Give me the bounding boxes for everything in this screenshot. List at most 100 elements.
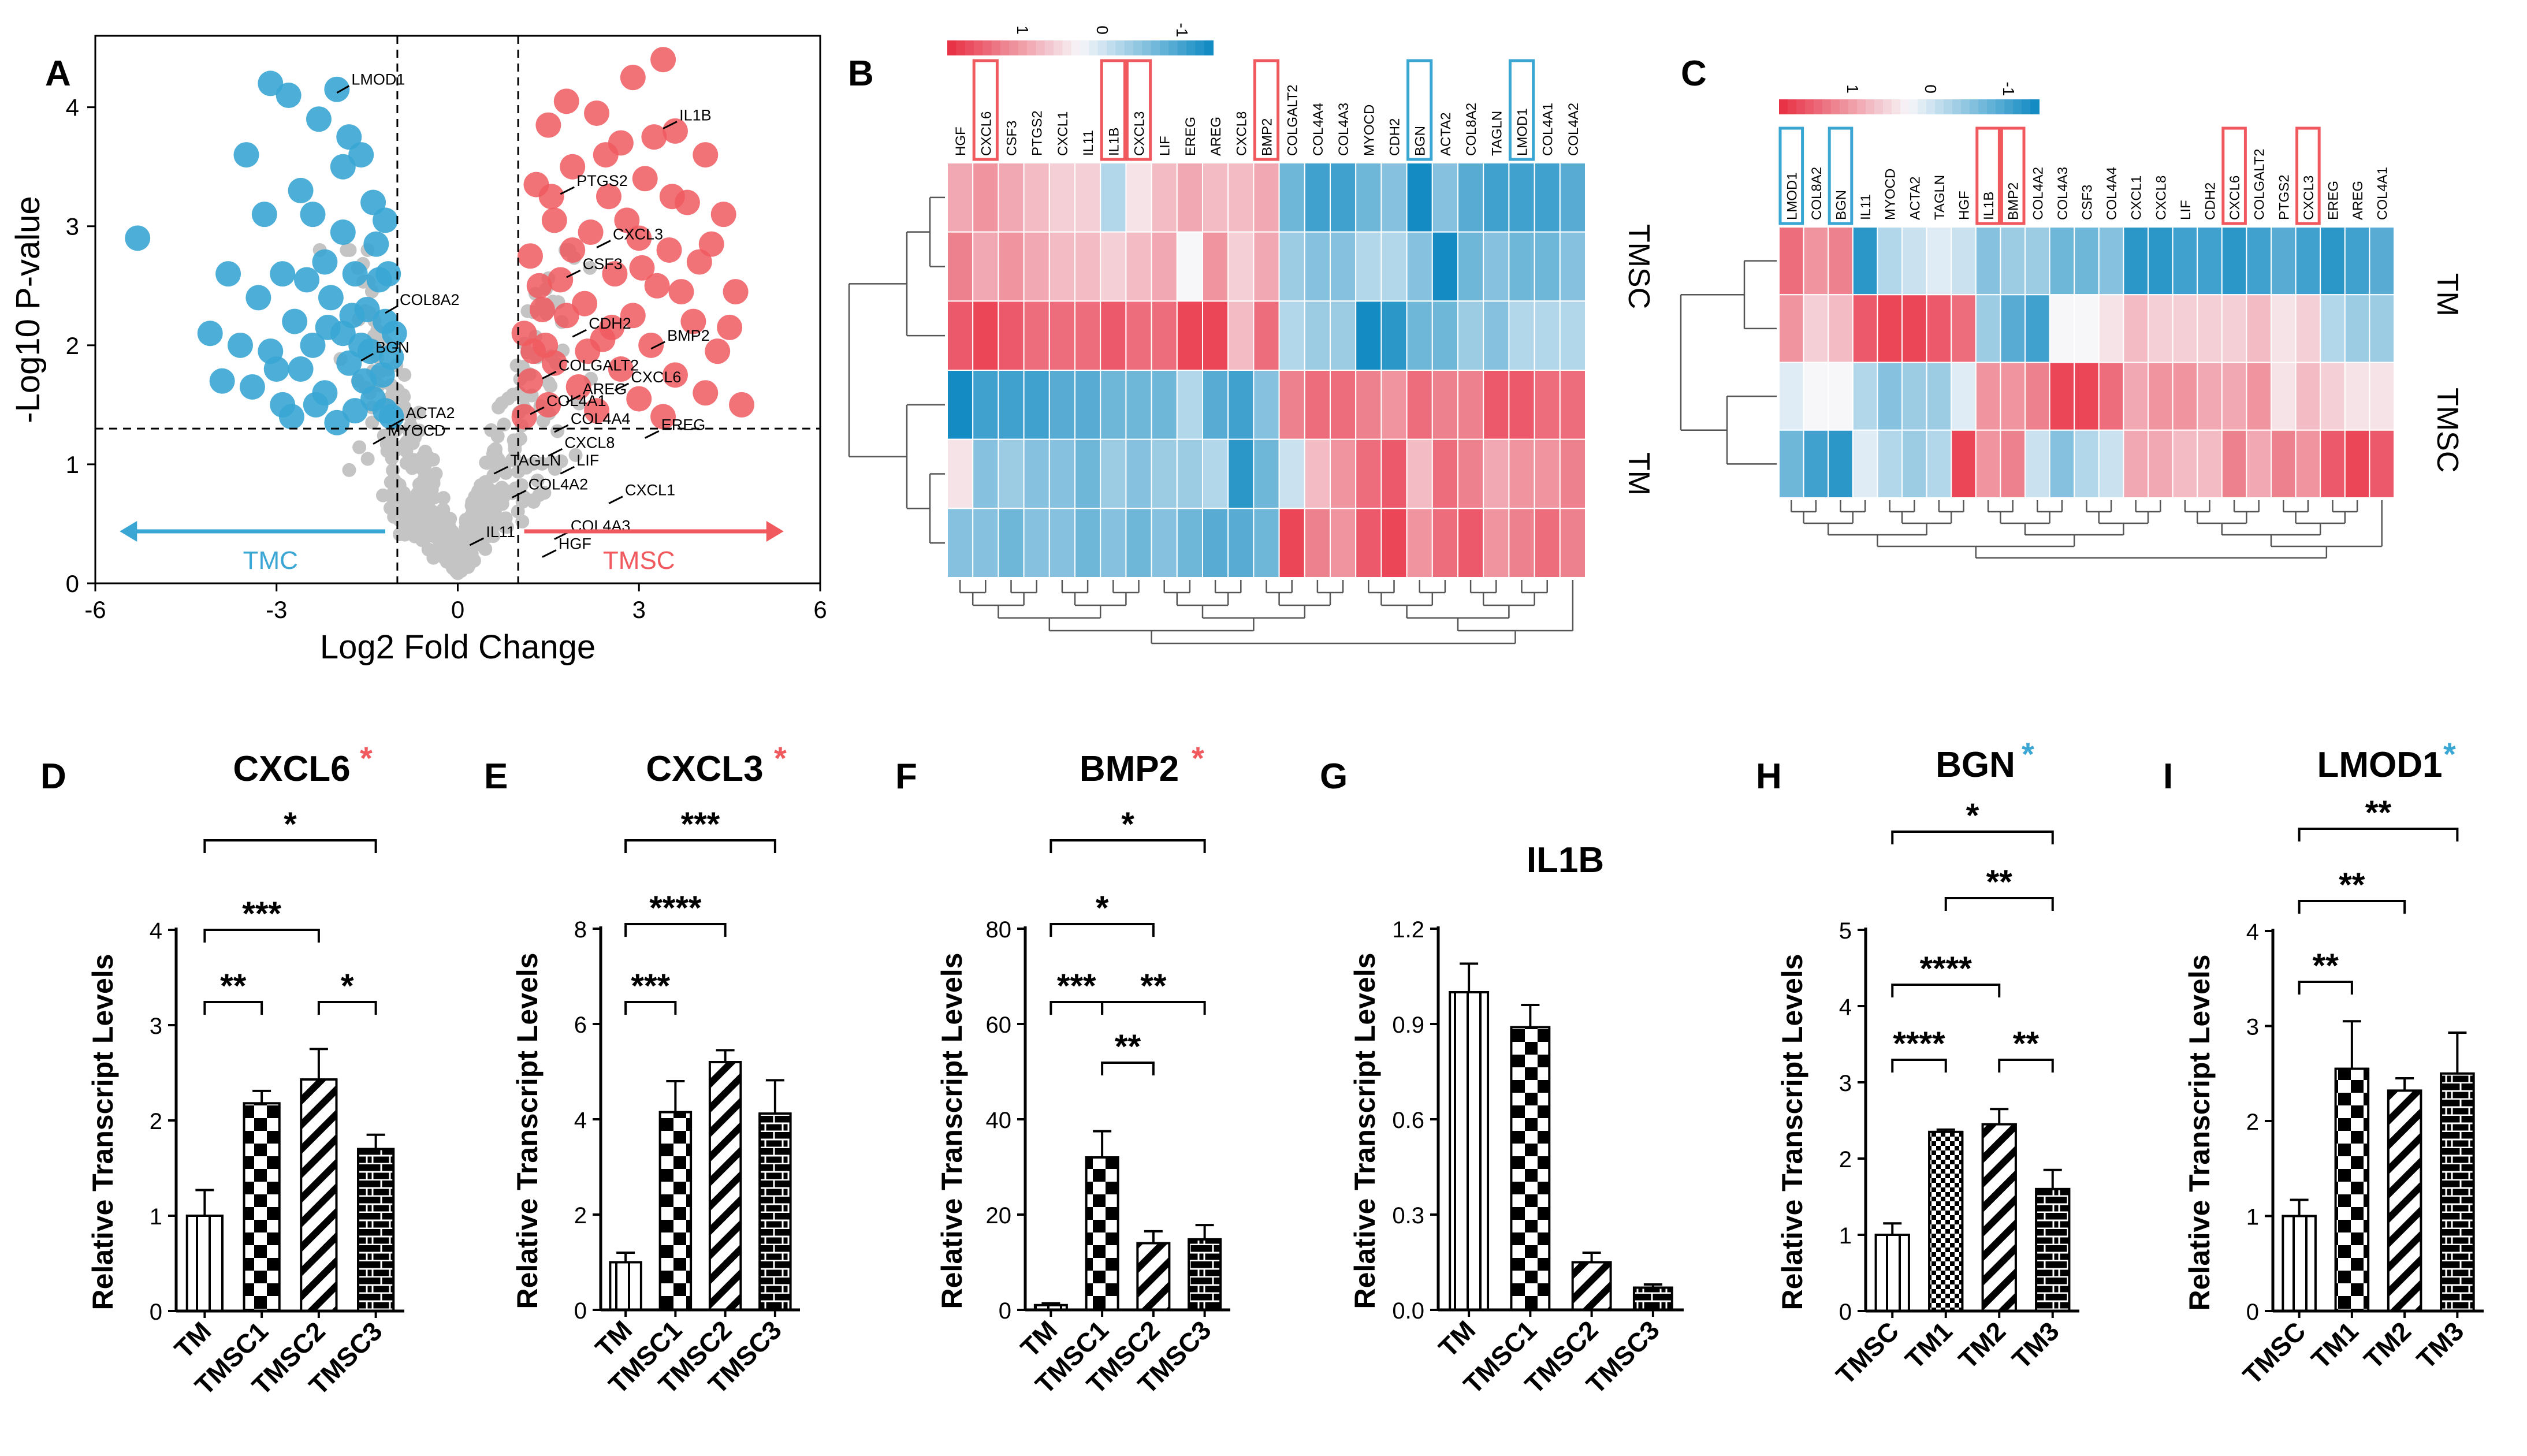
legend-swatch (1027, 40, 1037, 55)
legend-swatch (1186, 40, 1196, 55)
ns-point (403, 511, 417, 525)
y-tick-label: 0 (1839, 1299, 1852, 1325)
legend-swatch (2022, 99, 2031, 114)
heat-cell (1975, 429, 2001, 498)
bar (2334, 1067, 2370, 1313)
heat-cell (2221, 362, 2247, 431)
heat-cell (1125, 508, 1152, 578)
heat-cell (1023, 370, 1050, 440)
heat-cell (1483, 231, 1510, 302)
heat-cell (1048, 438, 1076, 509)
bar (1571, 1261, 1612, 1311)
heat-cell (1508, 300, 1535, 371)
heat-cell (1125, 370, 1152, 440)
up-point (668, 279, 694, 305)
significance-label: **** (1893, 1025, 1945, 1063)
up-point (608, 356, 634, 382)
significance-label: ** (2013, 1025, 2040, 1063)
up-point (538, 184, 564, 210)
significance-bracket (1101, 1062, 1155, 1075)
heat-cell (1151, 438, 1178, 509)
heat-cell (1202, 508, 1229, 578)
highlight-box (1778, 126, 1804, 225)
category-label: TM1 (2305, 1316, 2364, 1375)
bar (1632, 1286, 1673, 1311)
highlight-box (1406, 59, 1433, 161)
up-point (620, 65, 646, 91)
heat-cell (2221, 294, 2247, 363)
down-point (324, 409, 350, 435)
heat-cell (947, 231, 974, 302)
up-point (565, 374, 591, 400)
y-tick-label: 1.2 (1392, 917, 1424, 943)
gene-label: CXCL1 (625, 482, 675, 499)
heat-cell (2000, 429, 2026, 498)
category-label: TM2 (2358, 1316, 2417, 1375)
up-point (629, 255, 655, 281)
row-group-label: TMSC (1622, 224, 1655, 309)
heat-cell (2197, 362, 2223, 431)
down-point (278, 404, 304, 430)
highlight-box (2000, 126, 2026, 225)
column-label: CXCL1 (1055, 111, 1071, 156)
heat-cell (1355, 438, 1382, 509)
legend-tick: 1 (1014, 25, 1032, 35)
legend-swatch (1044, 40, 1054, 55)
heat-cell (2295, 294, 2321, 363)
heat-cell (998, 370, 1025, 440)
legend-swatch (947, 40, 957, 55)
heat-cell (1778, 362, 1804, 431)
category-label: TM3 (2411, 1316, 2470, 1375)
up-point (572, 291, 598, 316)
down-point (197, 321, 223, 347)
heat-cell (1803, 362, 1829, 431)
ns-point (376, 488, 390, 502)
heat-cell (1457, 508, 1484, 578)
gene-label: EREG (661, 416, 706, 433)
heat-cell (1901, 226, 1927, 296)
heat-cell (2148, 429, 2174, 498)
y-tick-label: 80 (986, 917, 1012, 943)
ns-point (498, 511, 513, 526)
legend-swatch (1018, 40, 1028, 55)
legend-swatch (1788, 99, 1797, 114)
heat-cell (2123, 226, 2149, 296)
legend-tick: 1 (1844, 84, 1862, 94)
column-label: CDH2 (2203, 183, 2219, 220)
heat-cell (1457, 300, 1484, 371)
up-point (626, 225, 652, 251)
heat-cell (1431, 162, 1459, 233)
legend-swatch (1900, 99, 1910, 114)
legend-swatch (2004, 99, 2014, 114)
up-point (644, 273, 670, 299)
down-point (263, 356, 289, 382)
legend-swatch (1062, 40, 1072, 55)
heat-cell (1951, 294, 1977, 363)
down-point (336, 350, 362, 376)
x-tick-label: 0 (451, 596, 464, 623)
up-point (553, 303, 579, 329)
heat-cell (1023, 231, 1050, 302)
column-label: COL4A3 (1336, 103, 1352, 156)
category-label: TM (169, 1316, 217, 1364)
heat-cell (1227, 231, 1255, 302)
ns-point (526, 494, 541, 509)
significance-label: *** (242, 895, 281, 933)
column-label: COL4A2 (1566, 103, 1581, 156)
down-point (125, 225, 151, 251)
heat-cell (2074, 429, 2100, 498)
y-tick-label: 6 (574, 1012, 587, 1038)
heat-cell (2000, 226, 2026, 296)
gene-label: COLGALT2 (559, 356, 639, 374)
y-tick-label: 20 (986, 1203, 1012, 1228)
column-label: LIF (1158, 136, 1173, 156)
column-label: CXCL3 (2301, 176, 2317, 220)
ns-point (478, 509, 492, 524)
y-axis-label: -Log10 P-value (9, 196, 47, 423)
column-label: COL4A3 (2055, 167, 2071, 220)
legend-swatch (1987, 99, 1996, 114)
legend-swatch (1814, 99, 1823, 114)
ns-point (399, 456, 414, 470)
heat-cell (972, 508, 999, 578)
